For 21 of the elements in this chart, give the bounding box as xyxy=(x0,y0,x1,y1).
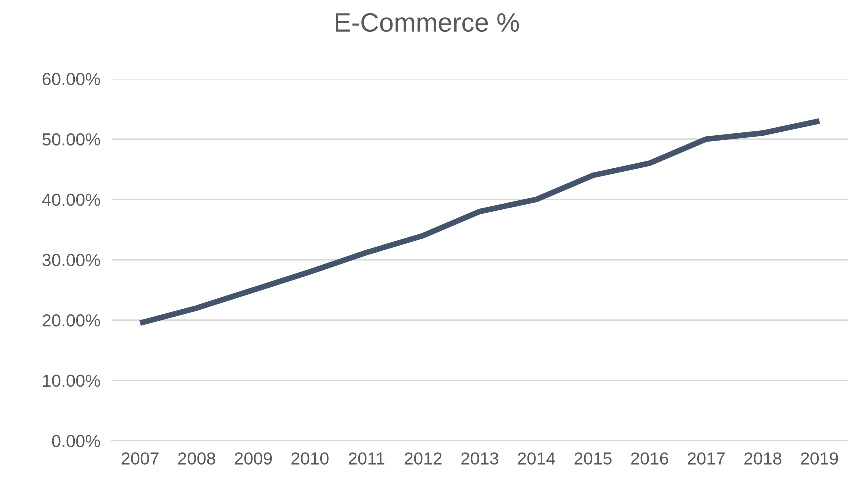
x-tick-label: 2010 xyxy=(292,452,329,465)
x-tick-label: 2017 xyxy=(688,452,725,465)
x-tick-label: 2016 xyxy=(631,452,668,465)
x-tick-label: 2007 xyxy=(122,452,159,465)
chart-title: E-Commerce % xyxy=(336,13,520,32)
y-tick-label: 40.00% xyxy=(42,194,100,206)
x-tick-label: 2014 xyxy=(518,452,556,465)
y-tick-label: 30.00% xyxy=(42,254,100,266)
x-tick-label: 2013 xyxy=(462,452,499,465)
y-tick-label: 50.00% xyxy=(42,134,100,146)
x-tick-label: 2009 xyxy=(235,452,272,465)
y-tick-label: 60.00% xyxy=(42,73,100,86)
x-tick-label: 2011 xyxy=(348,452,385,465)
x-tick-label: 2019 xyxy=(801,452,838,465)
y-tick-label: 20.00% xyxy=(42,314,100,327)
y-tick-label: 10.00% xyxy=(43,374,100,388)
x-tick-label: 2015 xyxy=(574,452,612,465)
x-tick-label: 2008 xyxy=(178,452,216,465)
x-tick-label: 2018 xyxy=(744,452,782,465)
y-tick-label: 0.00% xyxy=(52,435,100,448)
x-tick-label: 2012 xyxy=(404,452,442,465)
